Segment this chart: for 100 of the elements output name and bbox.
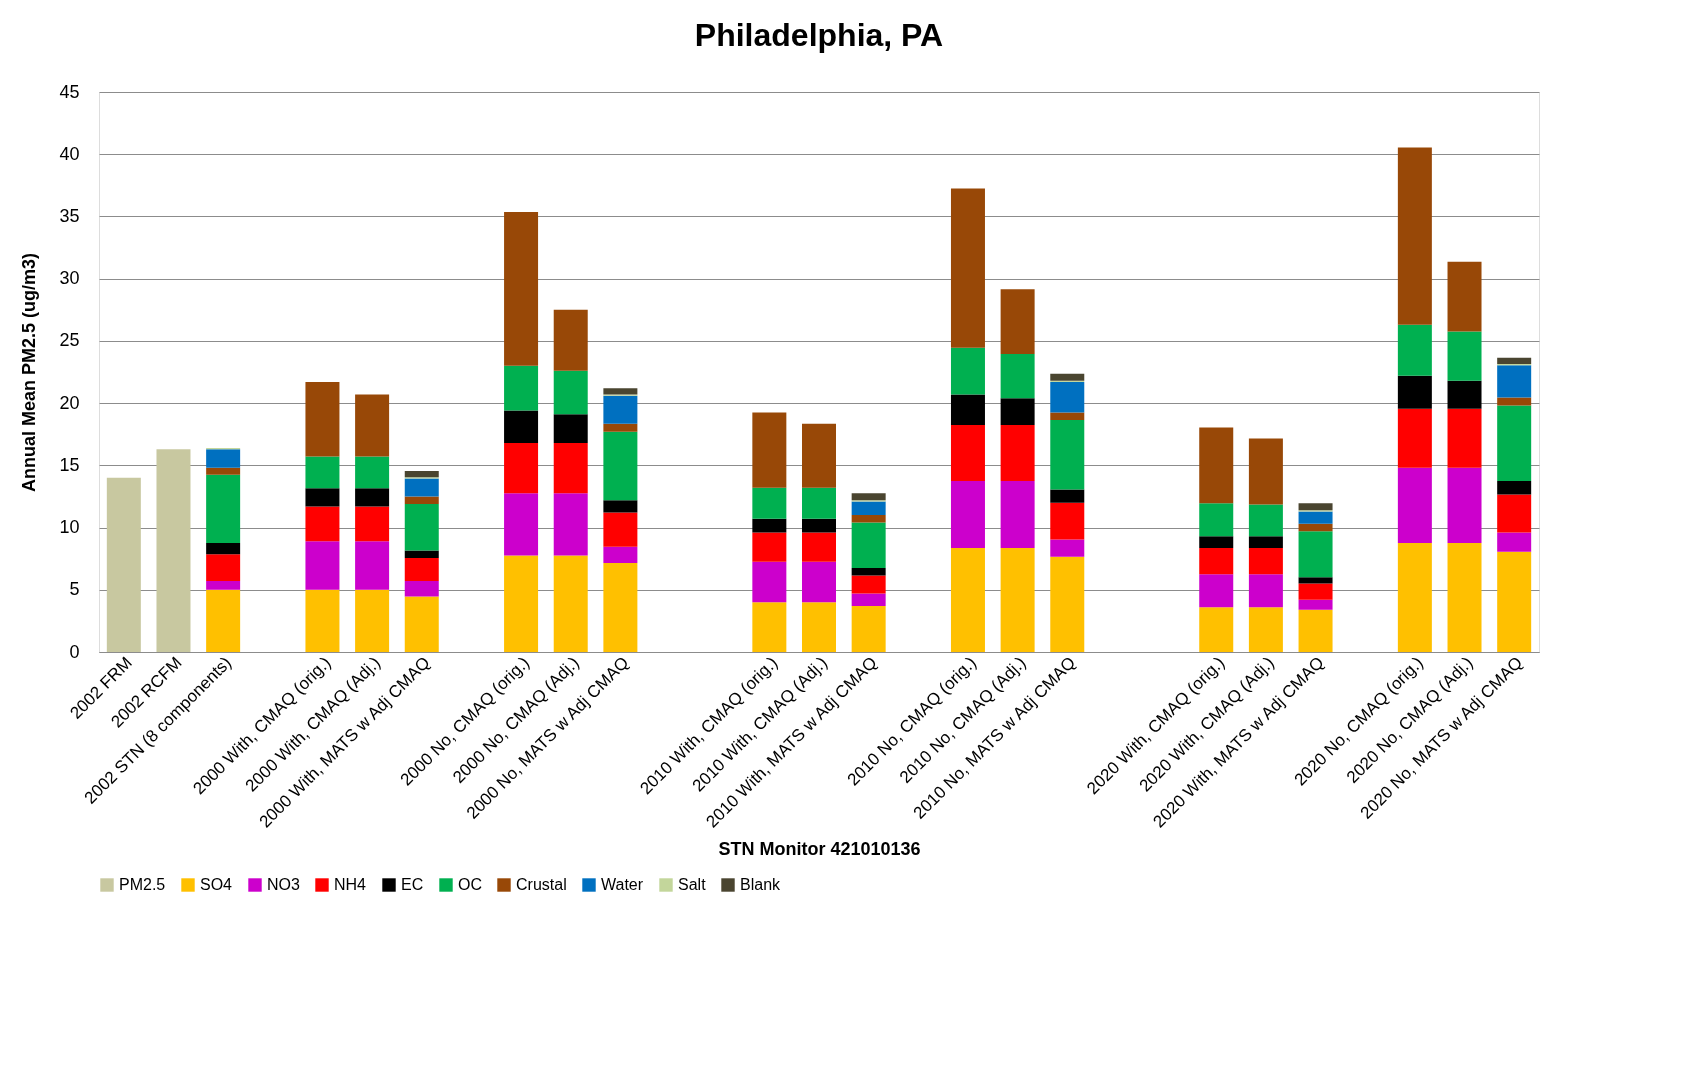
bar — [752, 561, 787, 603]
bar — [1248, 438, 1283, 505]
bar — [1397, 147, 1432, 325]
y-tick-label: 15 — [59, 454, 80, 475]
bar — [950, 394, 985, 425]
bar — [156, 449, 191, 652]
bar — [1199, 503, 1234, 537]
bar — [404, 558, 439, 582]
bar — [1199, 536, 1234, 549]
bar — [802, 487, 836, 519]
y-tick-label: 10 — [59, 517, 80, 538]
legend-label: Crustal — [516, 876, 567, 893]
bar — [802, 518, 836, 533]
x-axis-title: STN Monitor 421010136 — [718, 839, 921, 860]
bar — [1397, 375, 1432, 409]
bar — [504, 442, 539, 494]
bar — [851, 515, 886, 523]
bar — [1248, 536, 1283, 549]
bar — [404, 581, 439, 597]
bar — [504, 410, 539, 443]
bar — [504, 365, 539, 411]
bar — [1248, 607, 1283, 652]
bar — [553, 309, 588, 371]
legend-label: EC — [401, 876, 424, 893]
bar — [1497, 405, 1532, 481]
bar — [404, 470, 439, 478]
bar — [1497, 494, 1532, 533]
bar — [355, 589, 390, 652]
bar — [1497, 480, 1532, 495]
bar — [603, 546, 638, 564]
y-tick-label: 35 — [59, 205, 80, 226]
legend-label: Blank — [740, 876, 782, 893]
bar — [1000, 398, 1035, 425]
bar — [206, 589, 241, 652]
bar — [1397, 408, 1432, 468]
bar — [305, 488, 340, 507]
bar — [305, 456, 340, 489]
bar — [1298, 503, 1333, 511]
bar — [950, 347, 985, 395]
bar — [802, 532, 836, 562]
bar — [950, 424, 985, 481]
bar — [950, 188, 985, 348]
legend-label: OC — [458, 876, 482, 893]
bar — [603, 512, 638, 547]
bar — [1000, 289, 1035, 354]
bar — [1050, 556, 1085, 652]
bar — [355, 541, 390, 590]
bar — [1447, 261, 1482, 332]
bar — [206, 581, 241, 590]
bar — [1298, 599, 1333, 610]
bar — [1447, 408, 1482, 468]
bar — [851, 522, 886, 568]
bar — [206, 474, 241, 544]
bar — [305, 589, 340, 652]
bar — [1497, 365, 1532, 398]
bar — [752, 532, 787, 562]
bar — [106, 477, 141, 652]
bar — [1298, 523, 1333, 532]
bar — [1298, 609, 1333, 652]
y-tick-label: 0 — [69, 641, 80, 662]
bar — [504, 555, 539, 652]
legend-label: Salt — [678, 876, 707, 893]
bar — [404, 496, 439, 504]
bar — [1199, 548, 1234, 575]
bar — [1298, 583, 1333, 600]
bar — [1000, 424, 1035, 481]
bar — [355, 506, 390, 542]
bar — [404, 550, 439, 559]
bar — [1447, 467, 1482, 544]
legend-label: SO4 — [200, 876, 233, 893]
bar — [603, 423, 638, 432]
bar — [553, 414, 588, 443]
legend-label: NO3 — [267, 876, 300, 893]
bar — [553, 555, 588, 652]
bar — [752, 518, 787, 533]
bar — [1000, 548, 1035, 652]
bar — [603, 395, 638, 424]
bar — [851, 605, 886, 652]
bar — [1397, 467, 1432, 544]
bar — [206, 554, 241, 582]
bar — [1199, 427, 1234, 504]
bar — [851, 568, 886, 576]
legend-label: Water — [601, 876, 644, 893]
bar — [504, 493, 539, 556]
bar — [553, 442, 588, 494]
bar — [603, 388, 638, 395]
bar — [851, 593, 886, 606]
bar — [752, 412, 787, 488]
bar — [851, 501, 886, 516]
y-tick-label: 25 — [59, 330, 80, 351]
bar — [404, 478, 439, 497]
bar — [1000, 353, 1035, 399]
bar — [1298, 577, 1333, 584]
y-tick-label: 20 — [59, 392, 80, 413]
bar — [1447, 543, 1482, 652]
bar — [1050, 502, 1085, 540]
bar — [1050, 373, 1085, 381]
bar — [950, 480, 985, 549]
bar — [305, 506, 340, 542]
y-tick-label: 5 — [69, 579, 80, 600]
